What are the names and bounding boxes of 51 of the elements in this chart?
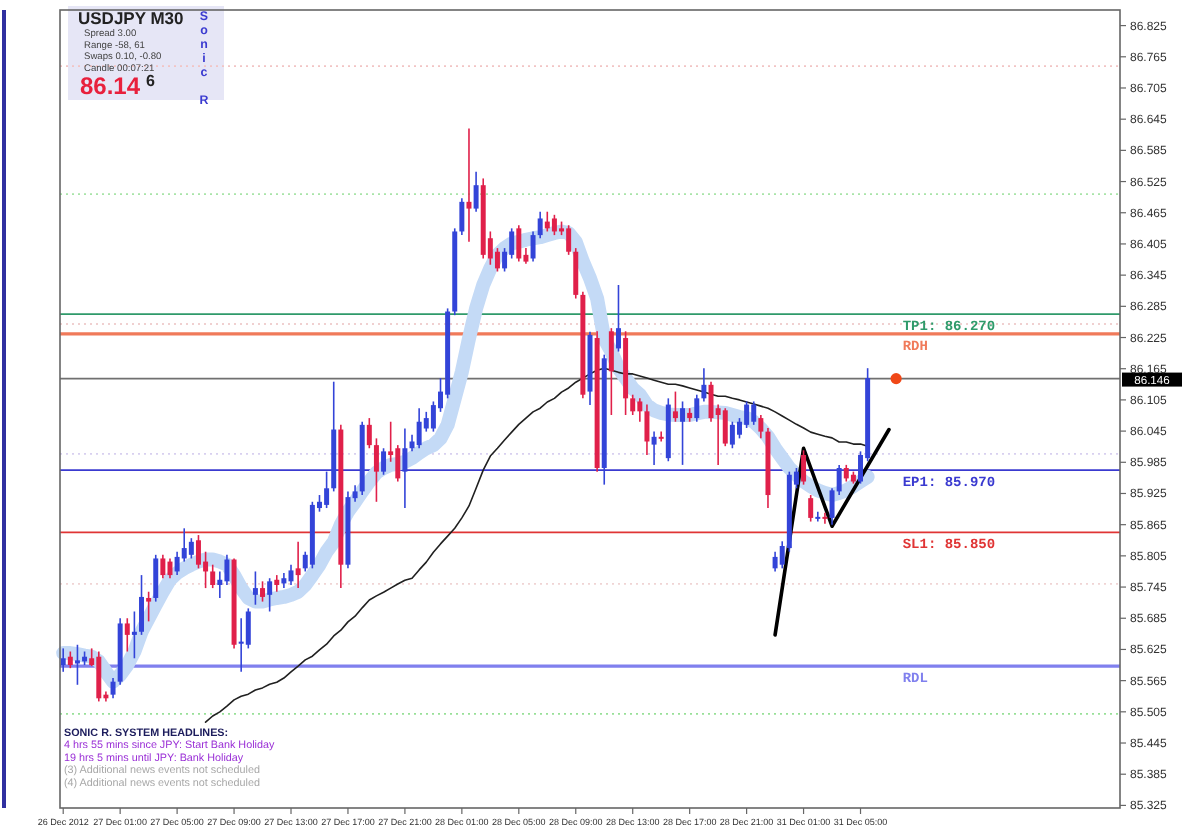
candlestick [644, 403, 650, 456]
candlestick [822, 511, 828, 525]
candlestick [815, 510, 821, 523]
candlestick [615, 284, 621, 353]
line-series [773, 427, 891, 637]
candlestick [381, 447, 387, 476]
candlestick [210, 563, 216, 589]
candlestick [366, 417, 372, 450]
candlestick [722, 407, 728, 447]
candlestick [395, 444, 401, 483]
candlestick [252, 570, 258, 606]
candlestick [238, 617, 244, 673]
candlestick [139, 574, 144, 636]
candlestick [509, 227, 515, 260]
candlestick [124, 617, 130, 653]
candlestick [516, 224, 522, 263]
candlestick [167, 557, 173, 580]
candlestick [153, 554, 159, 603]
candlestick [181, 527, 187, 563]
candlestick [630, 393, 636, 416]
candlestick [373, 437, 379, 503]
candlestick [473, 170, 479, 213]
candlestick [744, 400, 750, 429]
candlestick [430, 400, 436, 433]
candlestick [651, 430, 657, 466]
candlestick [808, 494, 814, 523]
candlestick [466, 127, 472, 243]
candlestick [801, 449, 807, 486]
candlestick [694, 393, 700, 423]
candlestick [60, 647, 66, 673]
candlestick [195, 534, 201, 570]
candlestick [245, 607, 251, 650]
candlestick [131, 610, 137, 660]
candlestick [751, 400, 757, 426]
candlestick [146, 590, 152, 623]
candlestick [672, 390, 678, 423]
candlestick [267, 577, 273, 613]
candlestick [74, 643, 80, 686]
candlestick [551, 214, 557, 236]
candlestick [96, 650, 102, 703]
candlestick [566, 224, 572, 256]
candlestick [160, 554, 166, 580]
annotation: 86.14$^{6}$ [80, 71, 157, 100]
candlestick [416, 407, 422, 450]
chart-title: USDJPY M30 [78, 8, 185, 28]
candlestick [188, 537, 194, 560]
candlestick [295, 541, 301, 589]
candlestick [680, 400, 686, 466]
candlestick [260, 580, 266, 603]
candlestick [608, 327, 614, 416]
candlestick [729, 420, 735, 450]
